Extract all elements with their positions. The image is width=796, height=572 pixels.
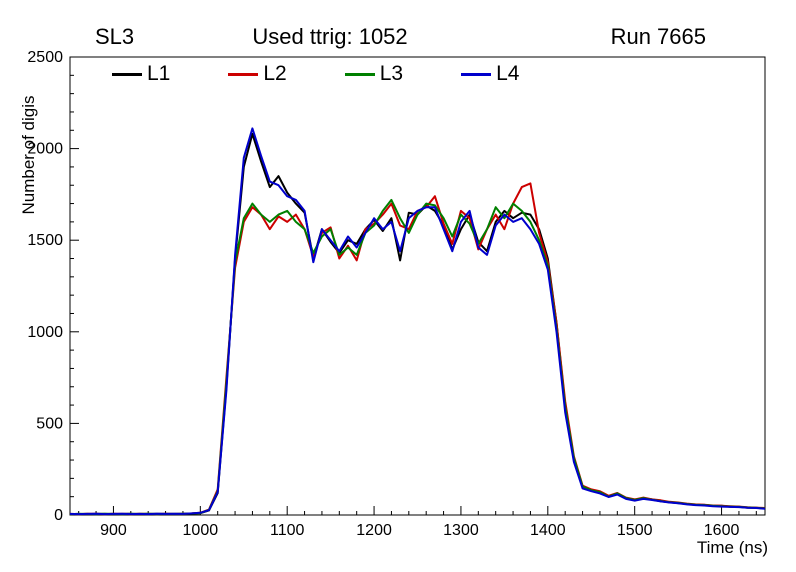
legend-swatch-L2 xyxy=(228,72,259,76)
series-line-L4 xyxy=(69,127,766,516)
x-tick-label: 1000 xyxy=(183,522,219,539)
legend-label-L4: L4 xyxy=(496,62,520,85)
legend-item-L3: L3 xyxy=(344,62,404,86)
y-tick-label: 2500 xyxy=(27,49,63,66)
x-tick-label: 1200 xyxy=(356,522,392,539)
legend-label-L3: L3 xyxy=(379,62,404,85)
y-tick-label: 500 xyxy=(36,415,63,432)
x-tick-label: 1500 xyxy=(617,522,653,539)
legend-swatch-L3 xyxy=(344,72,375,76)
legend-item-L2: L2 xyxy=(228,62,287,86)
legend-label-L1: L1 xyxy=(147,62,171,85)
plot-frame xyxy=(69,56,766,516)
y-tick-label: 1500 xyxy=(27,232,63,249)
legend-item-L1: L1 xyxy=(112,62,170,86)
x-tick-label: 1300 xyxy=(443,522,479,539)
legend-swatch-L4 xyxy=(461,72,492,76)
y-tick-label: 1000 xyxy=(27,324,63,341)
pad-title-left: SL3 xyxy=(95,24,135,49)
series-line-L3 xyxy=(69,198,766,516)
pad-title-right: Run 7665 xyxy=(610,24,706,49)
x-tick-label: 900 xyxy=(100,522,127,539)
x-tick-label: 1400 xyxy=(530,522,566,539)
legend-label-L2: L2 xyxy=(263,62,287,85)
y-tick-label: 0 xyxy=(54,507,63,524)
y-tick-label: 2000 xyxy=(27,141,63,158)
x-axis-label: Time (ns) xyxy=(696,538,768,557)
chart-legend: L1 L2 L3 L4 xyxy=(112,62,519,86)
legend-swatch-L1 xyxy=(112,72,142,76)
series-line-L1 xyxy=(69,132,766,516)
pad-title-center: Used ttrig: 1052 xyxy=(252,24,408,49)
series-line-L2 xyxy=(69,182,766,516)
x-tick-label: 1100 xyxy=(270,522,305,539)
y-axis-label: Number of digis xyxy=(19,95,38,215)
x-tick-label: 1600 xyxy=(704,522,740,539)
legend-item-L4: L4 xyxy=(461,62,519,86)
